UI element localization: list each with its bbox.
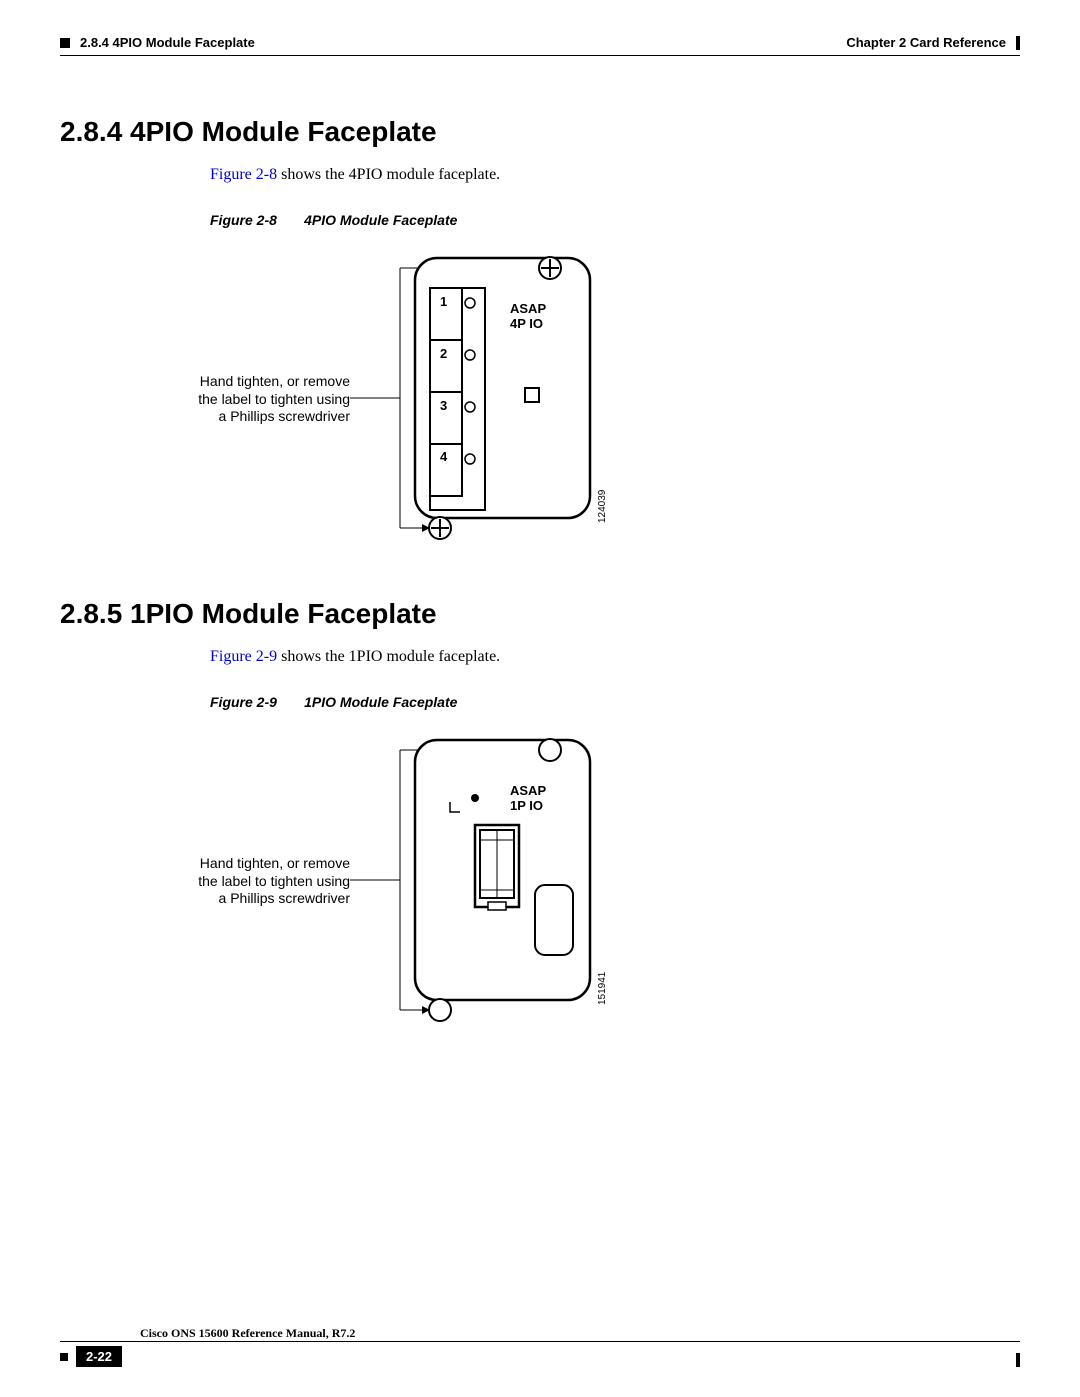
callout-text-2: Hand tighten, or remove the label to tig… [198,855,350,906]
header-bar-icon [1016,36,1020,50]
figure-2-8-svg: 1 2 3 4 ASAP 4P IO [350,248,810,548]
section1-body: Figure 2-8 shows the 4PIO module facepla… [210,166,1020,184]
figure-ref-2-9[interactable]: Figure 2-9 [210,648,277,665]
footer-manual-title: Cisco ONS 15600 Reference Manual, R7.2 [140,1326,1020,1341]
port-1-label: 1 [440,294,447,309]
figure-2-9-svg: ASAP 1P IO 151941 [350,730,810,1030]
module-label-4pio-l2: 4P IO [510,316,543,331]
module-label-1pio-l1: ASAP [510,783,546,798]
callout-text-1: Hand tighten, or remove the label to tig… [198,373,350,424]
figure-2-8: Hand tighten, or remove the label to tig… [210,248,1020,548]
figure-2-8-title: 4PIO Module Faceplate [304,212,457,228]
figure-2-9-label: Figure 2-9 [210,694,277,710]
figure-ref-2-8[interactable]: Figure 2-8 [210,166,277,183]
section-heading-4pio: 2.8.4 4PIO Module Faceplate [60,116,1020,148]
section2-body: Figure 2-9 shows the 1PIO module facepla… [210,648,1020,666]
port-4-label: 4 [440,449,448,464]
page-footer: Cisco ONS 15600 Reference Manual, R7.2 2… [60,1326,1020,1367]
header-rule [60,55,1020,56]
figure-2-8-caption: Figure 2-8 4PIO Module Faceplate [210,212,1020,228]
figure-2-9-callout: Hand tighten, or remove the label to tig… [120,855,350,908]
page-number-badge: 2-22 [76,1346,122,1367]
section2-body-rest: shows the 1PIO module faceplate. [277,648,500,665]
header-chapter-label: Chapter 2 Card Reference [846,35,1006,50]
section-heading-1pio: 2.8.5 1PIO Module Faceplate [60,598,1020,630]
figure-2-8-image-id: 124039 [597,489,608,523]
footer-bar-icon [1016,1353,1020,1367]
figure-2-9: Hand tighten, or remove the label to tig… [210,730,1020,1030]
section1-body-rest: shows the 4PIO module faceplate. [277,166,500,183]
module-label-4pio-l1: ASAP [510,301,546,316]
module-label-1pio-l2: 1P IO [510,798,543,813]
page-header: 2.8.4 4PIO Module Faceplate Chapter 2 Ca… [60,35,1020,50]
header-section-label: 2.8.4 4PIO Module Faceplate [80,35,255,50]
figure-2-9-image-id: 151941 [597,971,608,1005]
figure-2-9-title: 1PIO Module Faceplate [304,694,457,710]
figure-2-8-callout: Hand tighten, or remove the label to tig… [120,373,350,426]
footer-box-icon [60,1353,68,1361]
figure-2-9-caption: Figure 2-9 1PIO Module Faceplate [210,694,1020,710]
figure-2-8-label: Figure 2-8 [210,212,277,228]
port-2-label: 2 [440,346,447,361]
port-3-label: 3 [440,398,447,413]
header-marker-icon [60,38,70,48]
